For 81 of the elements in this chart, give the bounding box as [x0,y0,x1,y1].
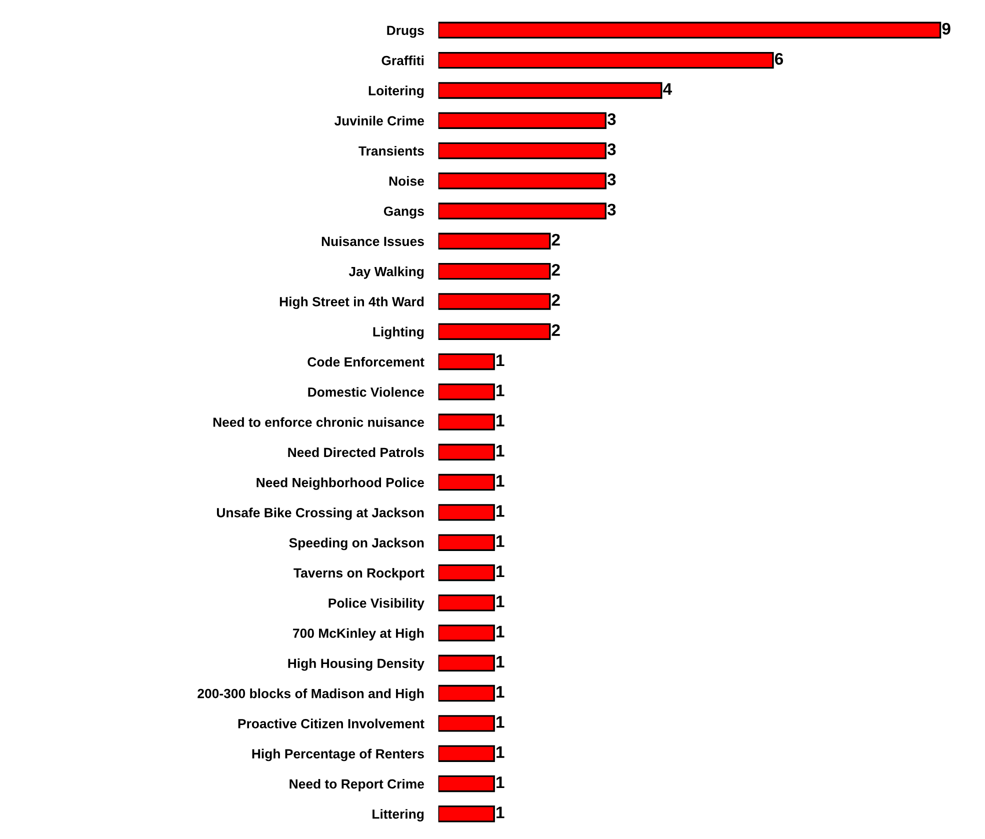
data-label: 6 [774,52,784,65]
y-tick-label: Jay Walking [348,266,424,279]
bar [438,534,495,551]
data-label: 1 [496,626,504,638]
data-label: 3 [607,174,616,186]
bar [438,82,662,99]
data-label: 2 [552,264,560,276]
bar [438,142,606,160]
data-label: 1 [496,505,504,517]
y-tick-label: Loitering [368,86,424,98]
data-label: 1 [496,776,504,788]
data-label: 4 [663,83,672,95]
y-tick-label: Noise [389,176,424,186]
data-label: 1 [496,746,504,758]
data-label: 2 [552,294,560,306]
data-label: 1 [496,716,504,728]
bar [438,293,551,310]
y-tick-label: 700 McKinley at High [293,628,424,641]
y-tick-label: High Percentage of Renters [252,748,424,762]
data-label: 3 [607,143,616,156]
bar [438,594,495,612]
y-tick-label: Drugs [387,26,424,38]
bar [438,22,942,39]
data-label: 1 [496,384,504,396]
bar [438,232,551,250]
bar [438,353,495,370]
data-label: 1 [496,475,504,487]
y-tick-label: Unsafe Bike Crossing at Jackson [216,508,424,520]
y-tick-label: Juvinile Crime [334,116,424,126]
data-label: 3 [607,113,616,126]
y-tick-label: Graffiti [382,56,424,66]
bar [438,444,495,461]
data-label: 1 [496,566,504,578]
bar [438,504,495,521]
bar [438,474,495,491]
data-label: 1 [496,414,504,426]
bar [438,52,774,69]
data-label: 2 [552,234,560,246]
y-tick-label: Littering [372,809,424,822]
bar [438,384,495,400]
y-tick-label: Taverns on Rockport [294,568,424,580]
y-tick-label: Code Enforcement [308,356,424,367]
y-tick-label: 200-300 blocks of Madison and High [198,688,424,701]
bar [438,414,495,430]
data-label: 1 [496,686,504,698]
y-tick-label: Gangs [384,206,424,219]
y-tick-label: Transients [358,146,424,156]
bar [438,112,606,129]
bar [438,624,495,642]
data-label: 2 [552,324,560,336]
y-tick-label: Police Visibility [328,598,424,610]
y-tick-label: Need to Report Crime [290,778,424,792]
data-label: 1 [496,535,504,547]
bar [438,262,551,280]
bar [438,172,606,190]
bar [438,775,495,792]
bar [438,202,606,220]
y-tick-label: Need Neighborhood Police [256,478,424,490]
y-tick-label: Proactive Citizen Involvement [238,718,424,728]
data-label: 1 [496,596,504,608]
y-tick-label: Speeding on Jackson [289,538,424,550]
bar [438,715,495,732]
y-tick-label: Need Directed Patrols [288,447,424,458]
data-label: 1 [496,445,504,456]
y-tick-label: Domestic Violence [308,387,424,397]
bar [438,745,495,762]
data-label: 1 [496,354,504,366]
bar [438,564,495,582]
data-label: 1 [496,656,504,668]
data-label: 9 [942,22,950,35]
bar [438,805,495,822]
bar [438,654,495,672]
data-label: 1 [496,806,504,818]
y-tick-label: Lighting [373,326,424,340]
y-tick-label: High Housing Density [288,658,424,671]
bar [438,323,551,340]
data-label: 3 [607,204,616,216]
bar [438,684,495,702]
y-tick-label: High Street in 4th Ward [280,296,424,310]
y-tick-label: Need to enforce chronic nuisance [213,417,424,427]
y-tick-label: Nuisance Issues [322,236,424,246]
